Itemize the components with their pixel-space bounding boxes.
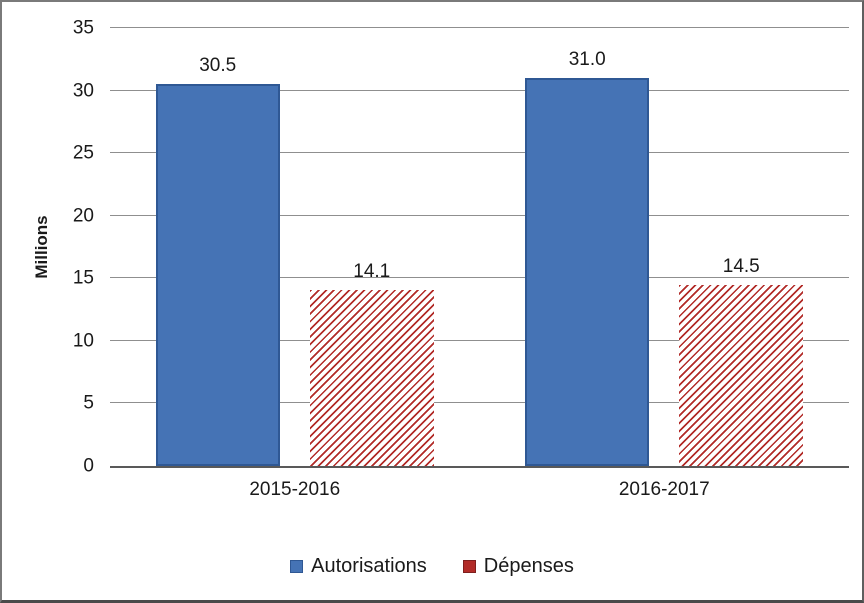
legend-swatch-dépenses: [462, 560, 476, 573]
x-category-label-2016-2017: 2016-2017: [618, 479, 710, 500]
x-category-label-2015-2016: 2015-2016: [249, 479, 341, 500]
y-tick-label-5: 5: [83, 392, 94, 414]
y-tick-label-0: 0: [83, 455, 94, 477]
bar-autorisations-2016-2017: [525, 78, 650, 466]
y-tick-label-25: 25: [72, 142, 94, 164]
bar-autorisations-2015-2016: [155, 84, 280, 466]
legend-item-dépenses: Dépenses: [462, 555, 574, 578]
y-tick-label-20: 20: [72, 205, 94, 227]
y-tick-label-15: 15: [72, 267, 94, 289]
y-tick-label-10: 10: [72, 330, 94, 352]
bar-dépenses-2015-2016: [309, 289, 434, 466]
bar-group-dépenses-2015-2016: 14.1: [309, 28, 434, 466]
bar-value-label: 14.1: [353, 260, 391, 282]
legend-label-autorisations: Autorisations: [311, 555, 427, 577]
bar-value-label: 30.5: [199, 55, 237, 77]
bar-value-label: 14.5: [722, 255, 760, 277]
bar-group-autorisations-2016-2017: 31.0: [525, 28, 650, 466]
legend-item-autorisations: Autorisations: [290, 555, 427, 578]
gridline-15: [110, 277, 849, 279]
gridline-30: [110, 89, 849, 91]
legend-label-dépenses: Dépenses: [483, 555, 574, 577]
gridline-20: [110, 214, 849, 216]
y-tick-label-35: 35: [72, 17, 94, 39]
bar-group-autorisations-2015-2016: 30.5: [155, 28, 280, 466]
legend-swatch-autorisations: [290, 560, 304, 573]
gridline-25: [110, 152, 849, 154]
bar-group-dépenses-2016-2017: 14.5: [679, 28, 804, 466]
y-tick-label-30: 30: [72, 80, 94, 102]
plot-area: 30.5 14.1 31.0 14.5: [110, 27, 849, 468]
gridline-5: [110, 402, 849, 404]
gridline-35: [110, 27, 849, 28]
bar-value-label: 31.0: [568, 49, 606, 71]
x-axis-labels: 2015-2016 2016-2017: [110, 479, 849, 505]
y-axis-tick-labels: 35 30 25 20 15 10 5 0: [2, 19, 94, 476]
legend: Autorisations Dépenses: [2, 555, 862, 578]
bar-dépenses-2016-2017: [679, 284, 804, 466]
gridline-10: [110, 339, 849, 341]
